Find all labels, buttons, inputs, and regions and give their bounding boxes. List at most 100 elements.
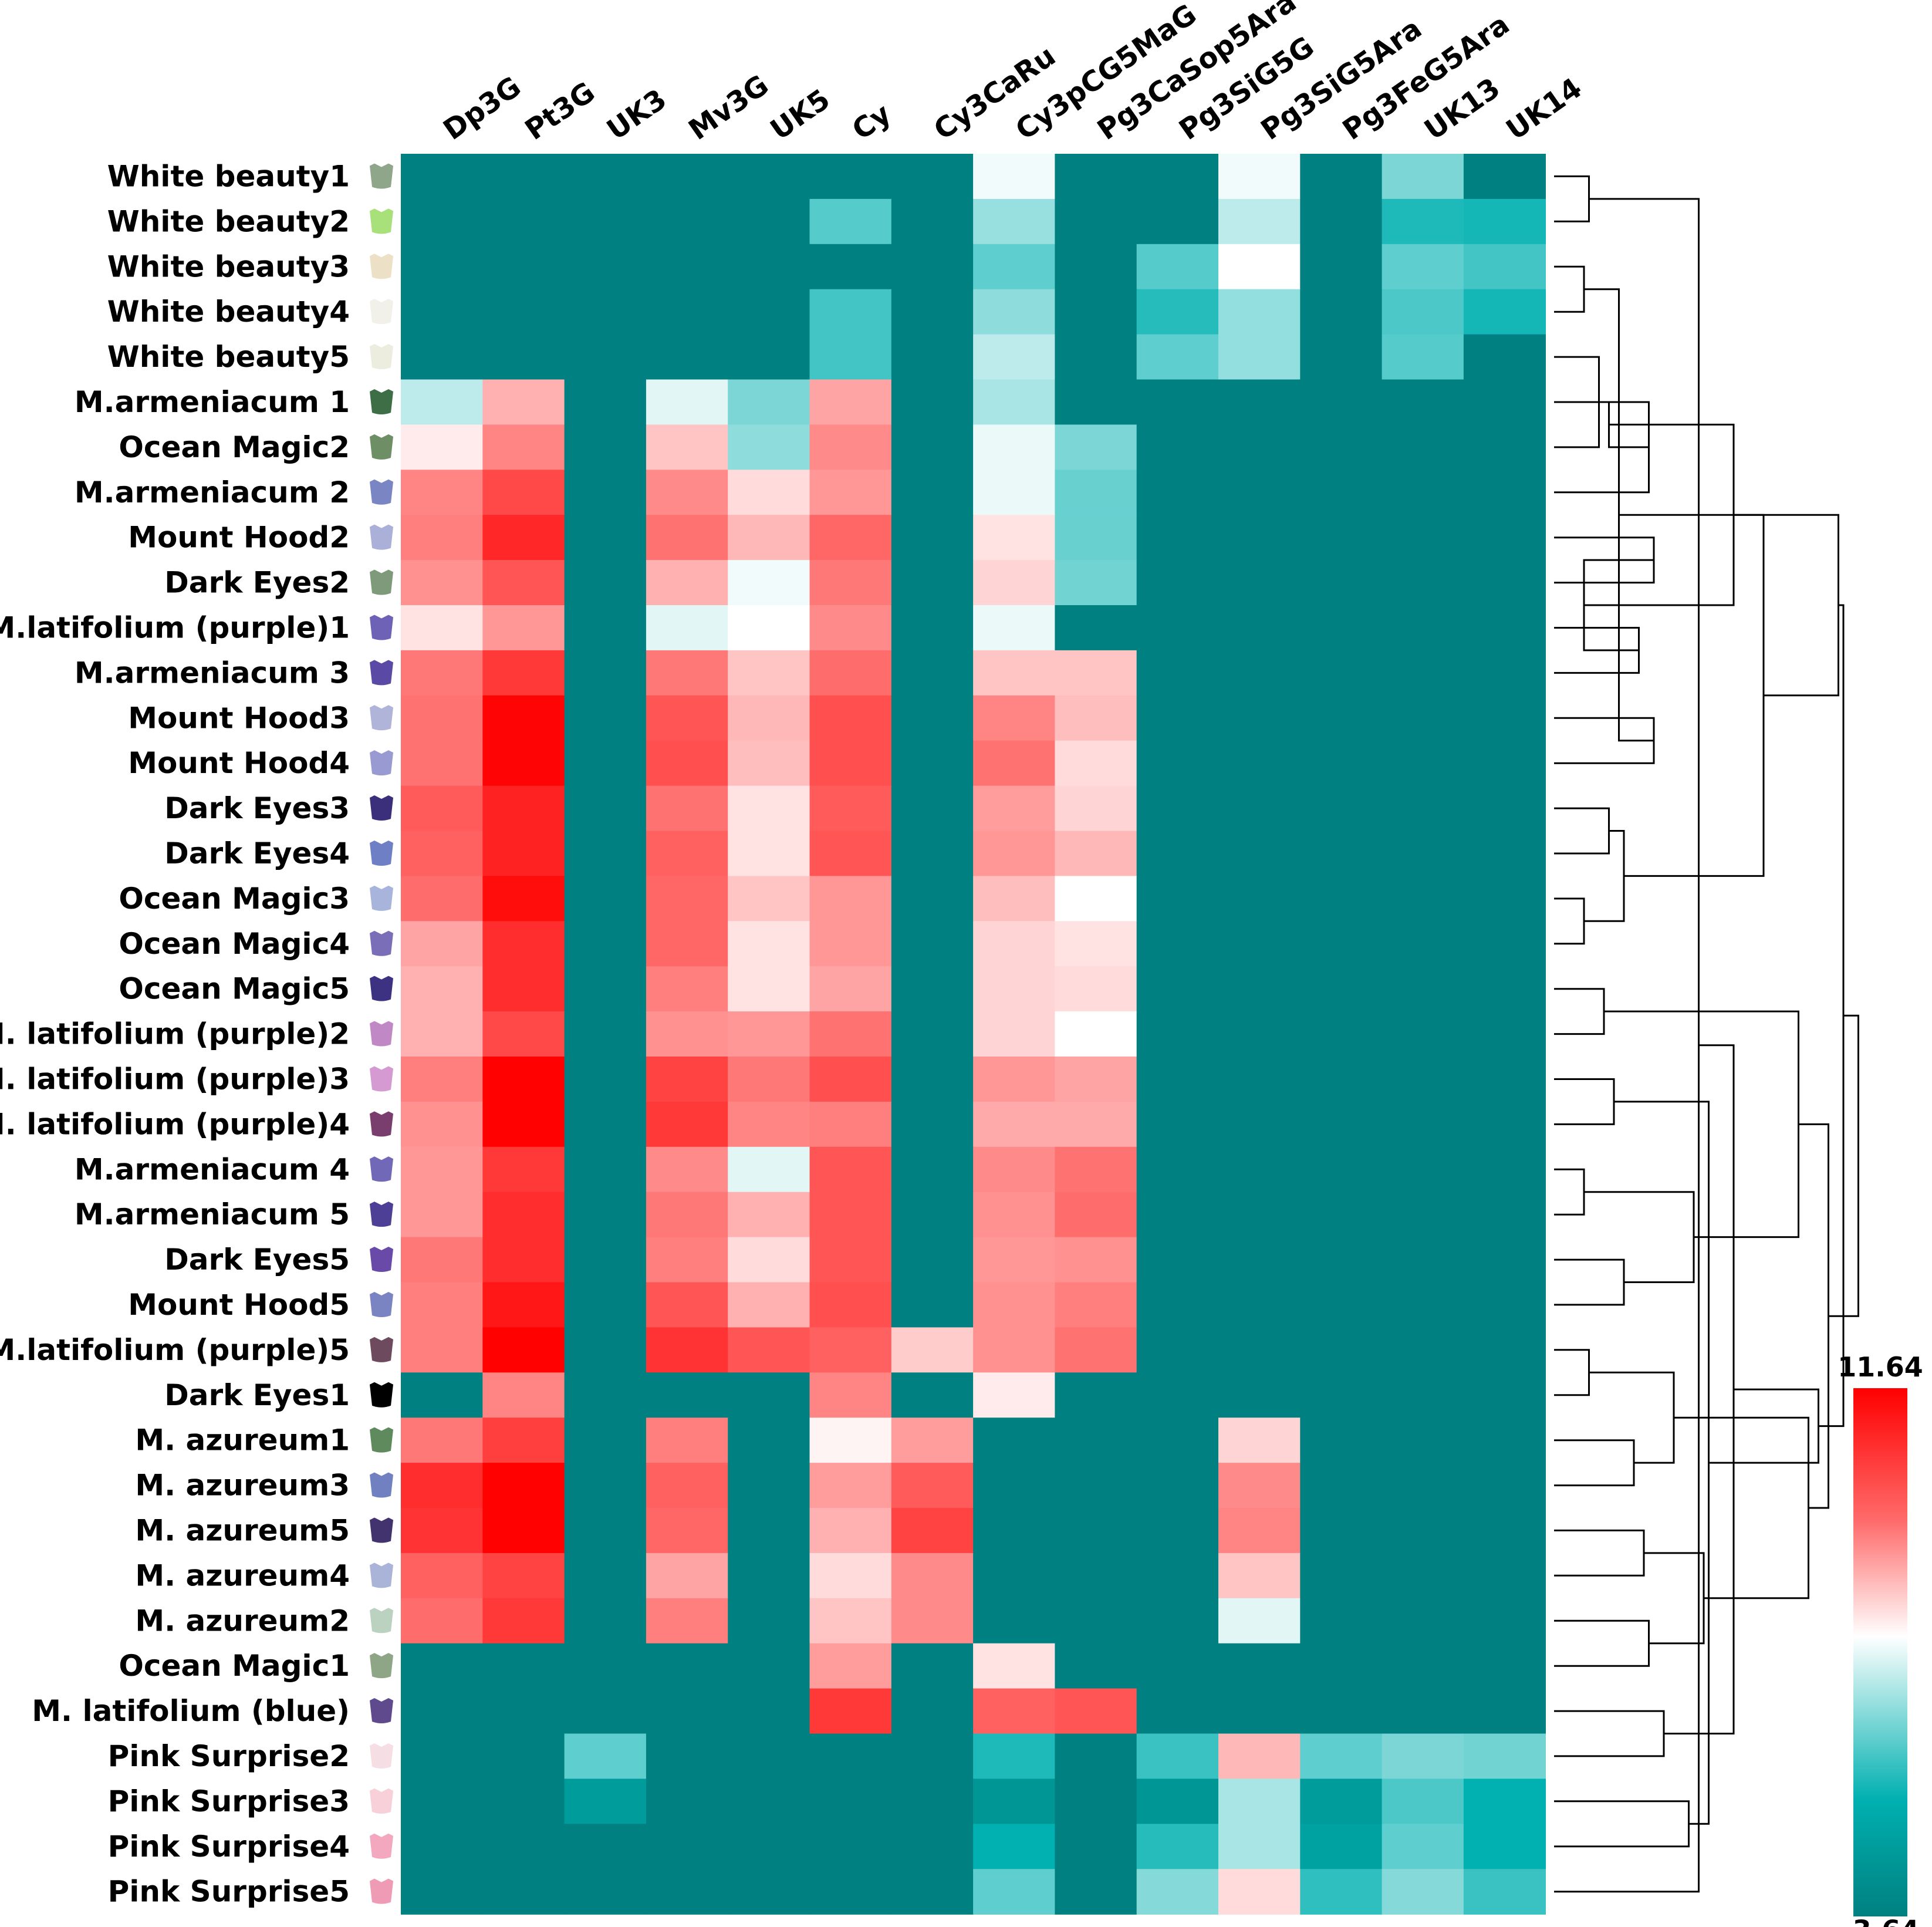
heatmap-cell <box>482 289 565 335</box>
heatmap-cell <box>564 650 647 696</box>
heatmap-cell <box>564 1598 647 1644</box>
legend-min-label: -3.64 <box>1842 1914 1920 1927</box>
heatmap-cell <box>646 831 728 877</box>
heatmap-cell <box>728 515 810 561</box>
heatmap-cell <box>1300 785 1383 832</box>
heatmap-cell <box>1218 1869 1301 1915</box>
heatmap-cell <box>973 785 1056 832</box>
heatmap-cell <box>401 1237 484 1283</box>
heatmap-cell <box>1218 1057 1301 1102</box>
dendrogram-branch <box>1798 1123 1829 1509</box>
row-label: Mount Hood5 <box>128 1288 350 1322</box>
heatmap-cell <box>564 289 647 335</box>
heatmap-cell <box>1300 1101 1383 1148</box>
heatmap-cell <box>401 334 484 380</box>
heatmap-cell <box>564 1688 647 1734</box>
row-labels: White beauty1 White beauty2 White beauty3 W… <box>0 159 350 1908</box>
heatmap-cell <box>973 515 1056 561</box>
heatmap-cell <box>401 1778 484 1825</box>
heatmap-cell <box>728 1101 810 1148</box>
heatmap-cell <box>1463 424 1546 471</box>
sample-swatch <box>370 479 393 505</box>
heatmap-cell <box>401 1598 484 1644</box>
heatmap-cell <box>1300 470 1383 515</box>
heatmap-cell <box>482 1011 565 1057</box>
heatmap-cell <box>401 966 484 1012</box>
heatmap-cell <box>1055 379 1137 426</box>
heatmap-cell <box>646 1643 728 1689</box>
heatmap-cell <box>1382 966 1464 1012</box>
heatmap-cell <box>1055 515 1137 561</box>
heatmap-cell <box>646 605 728 651</box>
heatmap-cell <box>1136 1643 1219 1689</box>
dendrogram-branch <box>1554 897 1585 945</box>
heatmap-cell <box>728 154 810 200</box>
heatmap-cell <box>646 1101 728 1148</box>
heatmap-cell <box>809 1643 892 1689</box>
heatmap-cell <box>1218 1237 1301 1283</box>
heatmap-cell <box>482 560 565 606</box>
row-label: Dark Eyes4 <box>164 836 350 870</box>
heatmap-cell <box>809 1733 892 1780</box>
row-label: Dark Eyes2 <box>164 566 350 600</box>
heatmap-cell <box>401 695 484 741</box>
sample-swatch <box>370 1382 393 1408</box>
heatmap-cell <box>1136 244 1219 290</box>
heatmap-cell <box>1218 1146 1301 1193</box>
heatmap-cell <box>482 470 565 515</box>
dendrogram-branch <box>1554 807 1610 855</box>
heatmap-cell <box>891 1327 974 1373</box>
sample-swatch <box>370 1202 393 1227</box>
heatmap-cell <box>1218 740 1301 787</box>
sample-swatch <box>370 750 393 776</box>
heatmap-cell <box>809 650 892 696</box>
heatmap-cell <box>646 1418 728 1463</box>
heatmap-cell <box>891 1869 974 1915</box>
heatmap-cell <box>728 831 810 877</box>
heatmap-cell <box>1463 334 1546 380</box>
heatmap-cell <box>401 1508 484 1554</box>
row-label: White beauty5 <box>107 340 350 374</box>
heatmap-cell <box>1055 198 1137 245</box>
heatmap-cell <box>728 1643 810 1689</box>
heatmap-cell <box>1300 605 1383 651</box>
heatmap-cell <box>646 785 728 832</box>
heatmap-cell <box>401 740 484 787</box>
heatmap-cell <box>809 1057 892 1102</box>
row-label: M. azureum2 <box>135 1604 350 1638</box>
heatmap-cell <box>1382 1733 1464 1780</box>
heatmap-cell <box>1300 1778 1383 1825</box>
heatmap-cell <box>973 605 1056 651</box>
heatmap-cell <box>564 1869 647 1915</box>
heatmap-cell <box>1300 1508 1383 1554</box>
heatmap-cell <box>1055 1011 1137 1057</box>
heatmap-cell <box>809 1237 892 1283</box>
row-label: Ocean Magic4 <box>119 927 350 961</box>
heatmap-cell <box>1136 154 1219 200</box>
heatmap-cell <box>728 1688 810 1734</box>
heatmap-cell <box>1300 198 1383 245</box>
heatmap-cell <box>1382 650 1464 696</box>
heatmap-cell <box>1218 1824 1301 1869</box>
heatmap-cell <box>482 605 565 651</box>
heatmap-cell <box>646 921 728 967</box>
heatmap-cell <box>1055 605 1137 651</box>
heatmap-cell <box>482 1327 565 1373</box>
heatmap-cell <box>973 831 1056 877</box>
heatmap-cell <box>1136 1463 1219 1508</box>
heatmap-cell <box>1055 1327 1137 1373</box>
heatmap-cell <box>1463 1327 1546 1373</box>
heatmap-cell <box>809 1418 892 1463</box>
heatmap-cell <box>482 1192 565 1238</box>
heatmap-cell <box>1463 921 1546 967</box>
heatmap-cell <box>1218 876 1301 922</box>
heatmap-cell <box>401 154 484 200</box>
heatmap-cell <box>1055 1192 1137 1238</box>
heatmap-cell <box>564 1237 647 1283</box>
heatmap-cell <box>1463 1553 1546 1599</box>
dendrogram-branch <box>1584 830 1625 922</box>
heatmap-cell <box>1463 1824 1546 1869</box>
heatmap-cell <box>1382 289 1464 335</box>
heatmap-cell <box>1055 1688 1137 1734</box>
heatmap-cell <box>728 244 810 290</box>
